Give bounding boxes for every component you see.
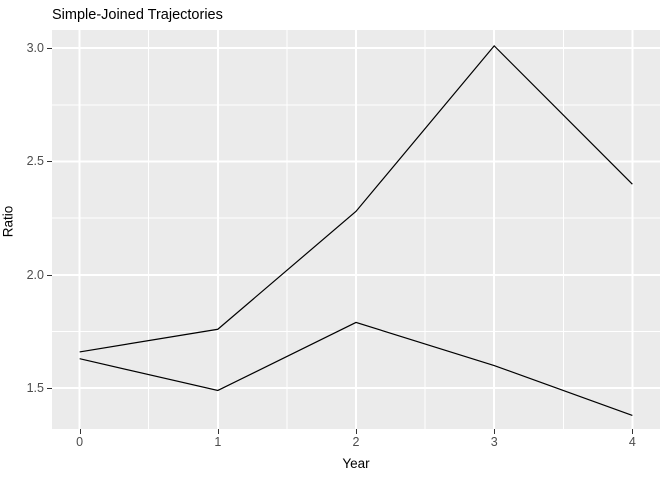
x-tick-mark xyxy=(80,429,81,434)
y-tick-label: 2.5 xyxy=(26,154,44,169)
y-tick-label: 3.0 xyxy=(26,41,44,56)
y-tick-mark xyxy=(47,275,52,276)
y-axis-title: Ratio xyxy=(0,205,16,238)
major-gridlines xyxy=(52,30,660,429)
x-tick-label: 2 xyxy=(352,435,360,449)
y-axis-tick-labels: 1.5 2.0 2.5 3.0 xyxy=(8,0,44,480)
x-tick-mark xyxy=(218,429,219,434)
y-tick-mark xyxy=(47,48,52,49)
x-tick-label: 3 xyxy=(490,435,498,449)
y-tick-mark xyxy=(47,388,52,389)
x-tick-mark xyxy=(632,429,633,434)
data-line-trajectory-upper xyxy=(79,44,633,353)
y-tick-mark xyxy=(47,161,52,162)
x-tick-label: 1 xyxy=(214,435,222,449)
y-tick-label: 2.0 xyxy=(26,267,44,282)
data-series-group xyxy=(79,44,633,416)
x-tick-mark xyxy=(494,429,495,434)
plot-panel xyxy=(52,30,660,429)
y-tick-label: 1.5 xyxy=(26,381,44,396)
x-tick-mark xyxy=(356,429,357,434)
x-tick-label: 4 xyxy=(628,435,636,449)
plot-area-svg xyxy=(52,30,660,429)
chart-title: Simple-Joined Trajectories xyxy=(52,7,223,23)
x-axis-title: Year xyxy=(342,456,370,471)
x-tick-label: 0 xyxy=(76,435,84,449)
data-line-trajectory-lower xyxy=(79,321,633,416)
